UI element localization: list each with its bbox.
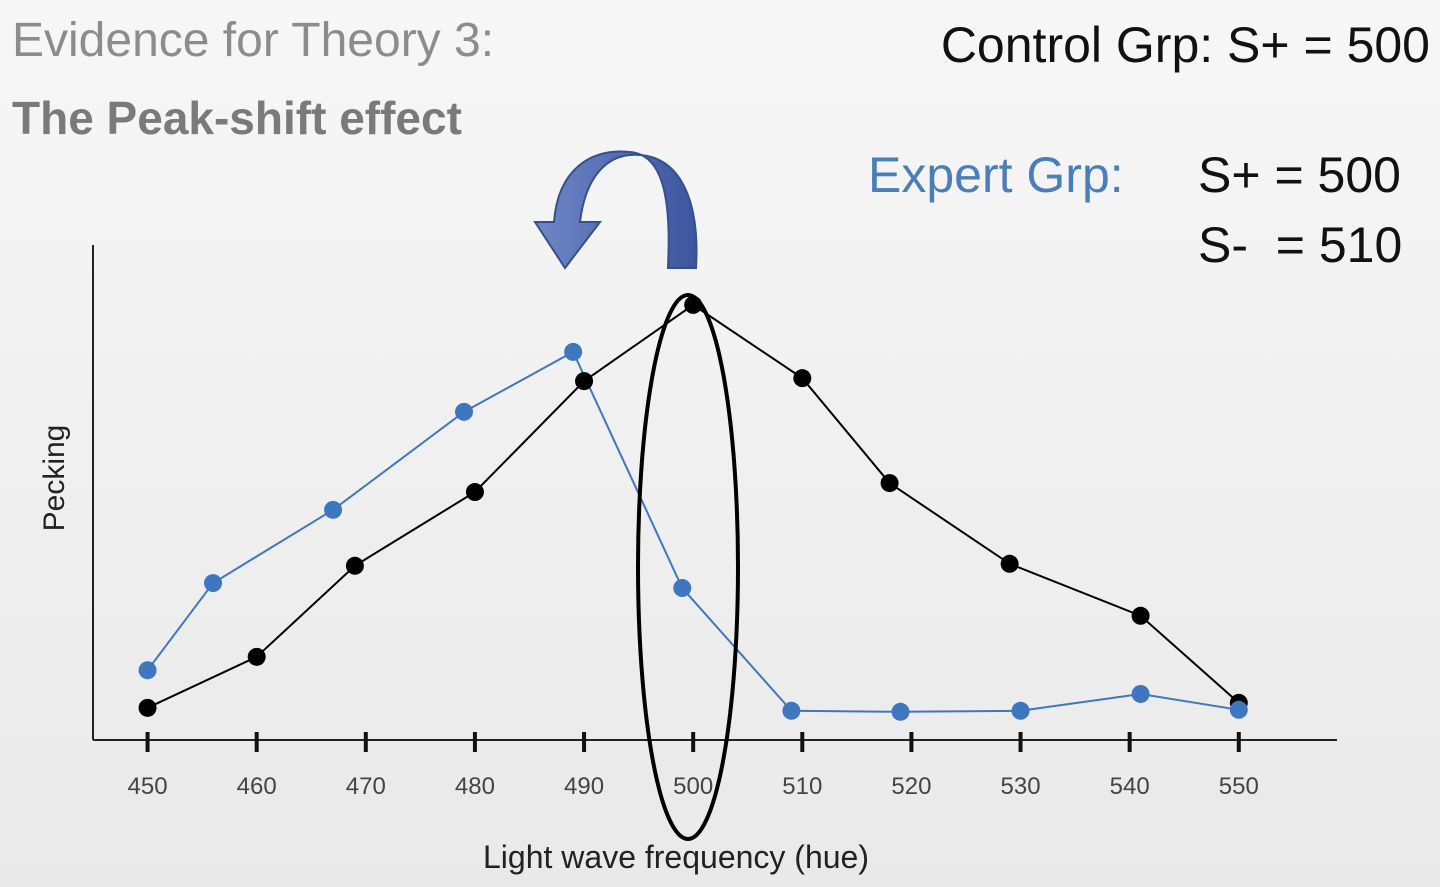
data-point [138,661,157,680]
data-point [1011,701,1030,720]
x-tick-label: 520 [891,773,931,800]
data-point [1131,684,1150,703]
x-tick-label: 450 [128,773,168,800]
y-axis-label: Pecking [38,425,71,532]
x-tick-label: 530 [1001,773,1041,800]
data-point [247,647,266,666]
data-point [891,702,910,721]
data-point [204,574,223,593]
x-tick-label: 470 [346,773,386,800]
x-tick-label: 460 [237,773,277,800]
annotation: Control Grp: S+ = 500 [941,17,1430,73]
data-point [345,556,364,575]
data-point [1131,606,1150,625]
x-tick-label: 540 [1110,773,1150,800]
data-point [782,701,801,720]
x-tick-label: 500 [673,773,713,800]
x-tick-label: 510 [782,773,822,800]
annotation: S+ = 500 [1198,147,1401,203]
data-point [673,579,692,598]
data-point [455,402,474,421]
plot: 450 460 470 480 490 500 510 520 530 540 550 [128,295,1259,800]
x-tick-label: 490 [564,773,604,800]
data-point [564,342,583,361]
data-point [465,483,484,502]
x-tick-label: 550 [1219,773,1259,800]
data-point [793,369,812,388]
annotation: S- = 510 [1198,217,1402,273]
title: Evidence for Theory 3: [12,14,494,67]
subtitle: The Peak-shift effect [12,92,462,144]
highlight-ellipse [636,293,740,841]
data-point [138,698,157,717]
shift-arrow [533,150,698,270]
annotation: Expert Grp: [868,147,1124,203]
data-point [1000,554,1019,573]
data-point [1229,700,1248,719]
x-axis-label: Light wave frequency (hue) [483,839,869,875]
data-point [575,372,594,391]
data-point [324,500,343,519]
x-tick-label: 480 [455,773,495,800]
data-point [880,474,899,493]
